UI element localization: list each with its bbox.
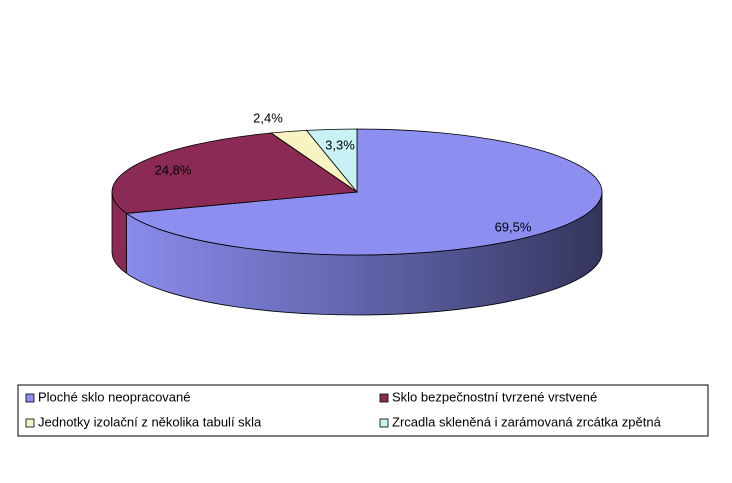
data-label: 24,8%: [155, 162, 192, 177]
legend-label: Jednotky izolační z několika tabulí skla: [38, 414, 262, 429]
slice: [125, 128, 603, 256]
data-label: 2,4%: [253, 110, 283, 125]
legend-label: Sklo bezpečnostní tvrzené vrstvené: [392, 389, 597, 404]
legend-swatch: [379, 393, 389, 403]
legend-swatch: [25, 393, 35, 403]
data-label: 69,5%: [495, 219, 532, 234]
legend-label: Zrcadla skleněná i zarámovaná zrcátka zp…: [392, 414, 662, 429]
legend-swatch: [25, 418, 35, 428]
legend-box: [17, 384, 709, 437]
legend-label: Ploché sklo neopracované: [38, 389, 191, 404]
data-label: 3,3%: [325, 137, 355, 152]
slice: [111, 132, 359, 214]
legend-swatch: [379, 418, 389, 428]
slice: [305, 128, 358, 194]
